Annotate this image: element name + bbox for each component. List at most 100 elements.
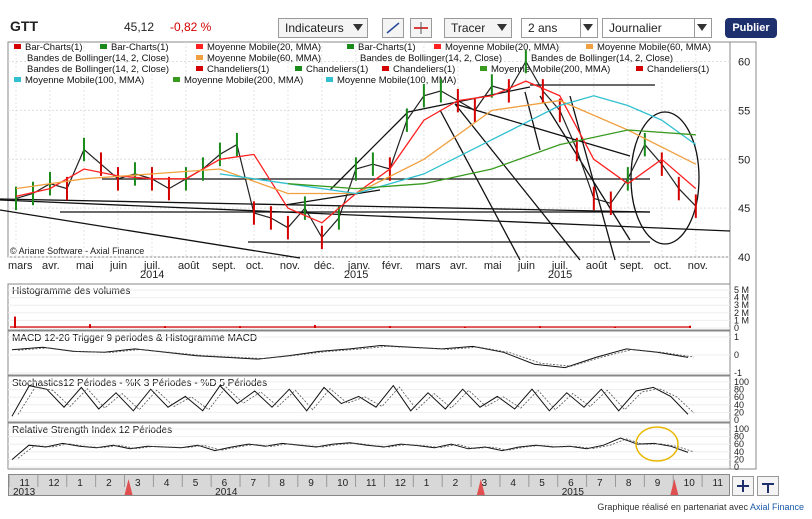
indicator-panel: Histogramme des volumes 5 M4 M3 M2 M1 M0	[8, 285, 749, 333]
horizontal-line-tool-button[interactable]	[410, 18, 432, 38]
legend-label: Moyenne Mobile(100, MMA)	[25, 75, 144, 86]
draw-dropdown[interactable]: Tracer	[444, 18, 512, 38]
nav-month-label: 3	[482, 478, 488, 489]
nav-month-label: 1	[77, 478, 83, 489]
legend-item: Bar-Charts(1)	[14, 42, 83, 53]
macd-panel	[7, 330, 731, 376]
nav-end-handle[interactable]	[670, 479, 679, 495]
indicator-tick-label: 80	[734, 432, 744, 442]
zoom-out-button[interactable]	[757, 476, 779, 496]
legend-swatch	[295, 66, 302, 71]
legend-item: Chandeliers(1)	[636, 64, 709, 75]
legend-item: Chandeliers(1)	[295, 64, 368, 75]
nav-month-label: 9	[655, 478, 661, 489]
nav-month-label: 6	[222, 478, 228, 489]
indicator-tick-label: 80	[734, 385, 744, 395]
month-tick-label: janv.	[347, 260, 370, 272]
nav-year-label: 2015	[562, 487, 585, 496]
month-tick-label: mars	[8, 260, 33, 272]
legend-swatch	[100, 44, 107, 49]
nav-month-label: 4	[510, 478, 516, 489]
price-tick-label: 40	[738, 252, 750, 264]
price-tick-label: 55	[738, 105, 750, 117]
nav-month-label: 3	[135, 478, 141, 489]
year-tick-label: 2015	[344, 269, 368, 281]
nav-month-label: 5	[193, 478, 199, 489]
period-value: 2 ans	[528, 21, 558, 35]
indicator-title: Histogramme des volumes	[12, 286, 130, 297]
credit-line: Graphique réalisé en partenariat avec Ax…	[597, 502, 804, 512]
indicator-panel: Stochastics12 Périodes - %K 3 Périodes -…	[8, 377, 749, 425]
legend-label: Moyenne Mobile(100, MMA)	[337, 75, 456, 86]
indicator-tick-label: 0	[734, 323, 739, 333]
nav-month-label: 8	[626, 478, 632, 489]
legend-label: Bar-Charts(1)	[25, 42, 83, 53]
interval-select[interactable]: Journalier	[602, 18, 712, 38]
minus-icon	[762, 483, 774, 493]
legend-item: Bandes de Bollinger(14, 2, Close)	[27, 53, 169, 64]
indicator-panel: Relative Strength Index 12 Périodes 10080…	[8, 424, 749, 472]
legend-label: Moyenne Mobile(20, MMA)	[207, 42, 321, 53]
indicator-line	[11, 344, 689, 369]
nav-month-label: 5	[539, 478, 545, 489]
legend-swatch	[586, 44, 593, 49]
legend-swatch	[382, 66, 389, 71]
nav-year-label: 2014	[215, 487, 238, 496]
legend-item: Chandeliers(1)	[196, 64, 269, 75]
indicator-tick-label: 5 M	[734, 285, 749, 295]
indicator-title: Stochastics12 Périodes - %K 3 Périodes -…	[12, 378, 267, 389]
month-tick-label: févr.	[382, 260, 403, 272]
indicator-line	[11, 437, 689, 460]
price-series-line	[287, 129, 696, 190]
month-tick-label: sept.	[620, 260, 644, 272]
indicator-signal-line	[17, 386, 695, 415]
legend-label: Chandeliers(1)	[393, 64, 455, 75]
indicator-title: MACD 12-26 Trigger 9 periodes & Histogra…	[12, 333, 257, 344]
rsi-panel	[7, 422, 731, 470]
indicator-tick-label: 20	[734, 407, 744, 417]
indicator-tick-label: 1 M	[734, 315, 749, 325]
credit-link[interactable]: Axial Finance	[749, 502, 804, 512]
indicator-panel: MACD 12-26 Trigger 9 periodes & Histogra…	[8, 332, 742, 378]
ticker-symbol: GTT	[10, 18, 38, 34]
trendlines	[0, 84, 731, 261]
legend-label: Bar-Charts(1)	[358, 42, 416, 53]
nav-left-handle[interactable]	[124, 479, 133, 495]
trendline-tool-button[interactable]	[382, 18, 404, 38]
zoom-in-button[interactable]	[732, 476, 754, 496]
interval-value: Journalier	[609, 21, 662, 35]
plus-icon	[737, 480, 749, 492]
publish-button[interactable]: Publier	[725, 18, 777, 38]
indicator-tick-label: 40	[734, 447, 744, 457]
nav-month-label: 9	[308, 478, 314, 489]
legend-label: Chandeliers(1)	[306, 64, 368, 75]
chevron-down-icon	[583, 24, 593, 31]
legend-swatch	[14, 77, 21, 82]
legend-item: Bandes de Bollinger(14, 2, Close)	[360, 53, 502, 64]
nav-month-label: 12	[48, 478, 60, 489]
legend-label: Bandes de Bollinger(14, 2, Close)	[27, 64, 169, 75]
nav-month-label: 7	[597, 478, 603, 489]
chevron-down-icon	[353, 24, 363, 31]
nav-right-handle[interactable]	[476, 479, 485, 495]
month-tick-label: déc.	[314, 260, 335, 272]
nav-month-label: 2	[453, 478, 459, 489]
legend-item: Moyenne Mobile(200, MMA)	[480, 64, 610, 75]
legend-label: Moyenne Mobile(20, MMA)	[445, 42, 559, 53]
timeline-navigator[interactable]: 11 12 1 2 3 4 5 6 7 8 9 10 11 12 1 2 3 4 5 6 7 8 9 10 11 2013 2014…	[8, 474, 730, 496]
indicator-tick-label: 60	[734, 392, 744, 402]
draw-label: Tracer	[451, 21, 486, 35]
price-tick-label: 50	[738, 154, 750, 166]
nav-month-label: 2	[106, 478, 112, 489]
volume-bar	[89, 324, 91, 328]
indicator-tick-label: 1	[734, 332, 739, 342]
chevron-down-icon	[697, 24, 707, 31]
legend-swatch	[326, 77, 333, 82]
indicator-tick-label: 2 M	[734, 308, 749, 318]
horizontal-line-icon	[414, 22, 428, 34]
last-price: 45,12	[124, 20, 155, 34]
period-select[interactable]: 2 ans	[521, 18, 598, 38]
indicator-tick-label: -1	[734, 368, 742, 378]
legend-label: Moyenne Mobile(60, MMA)	[597, 42, 711, 53]
indicators-dropdown[interactable]: Indicateurs	[278, 18, 368, 38]
